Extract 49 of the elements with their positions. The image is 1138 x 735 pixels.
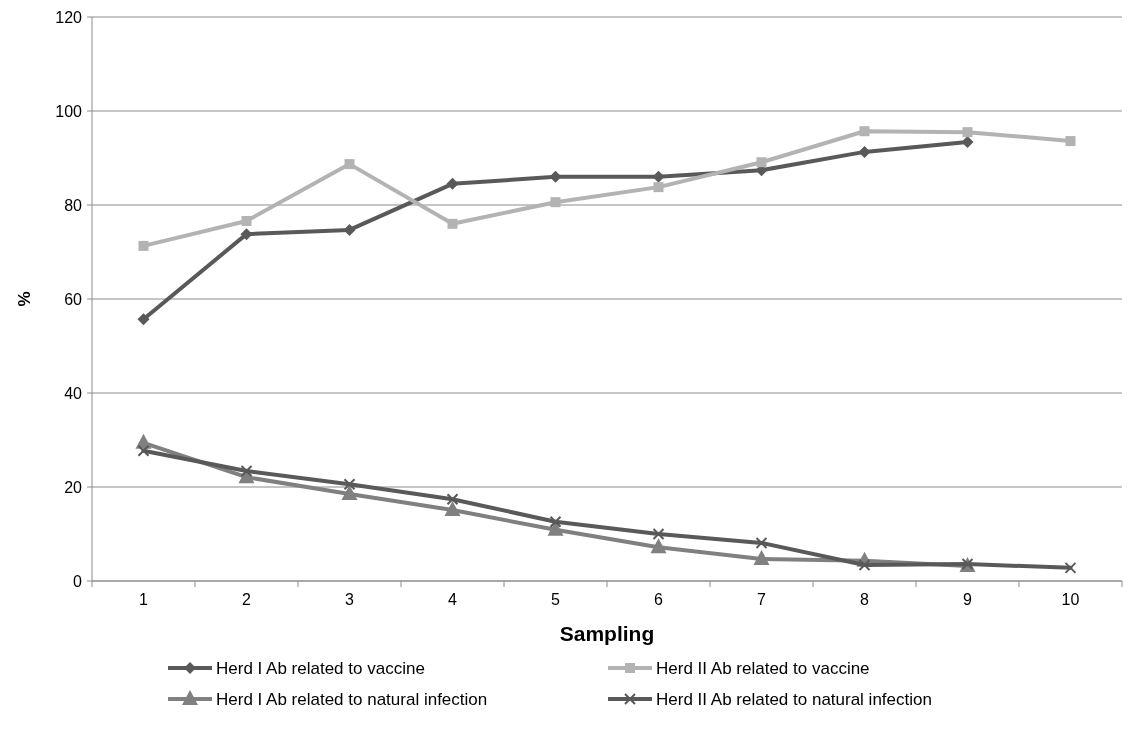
y-tick-label: 80	[64, 196, 83, 214]
point	[653, 182, 664, 193]
y-tick-label: 20	[64, 478, 83, 496]
point	[962, 127, 973, 138]
legend-label: Herd I Ab related to vaccine	[216, 658, 425, 678]
point	[858, 559, 871, 572]
point	[652, 528, 665, 540]
legend-label: Herd II Ab related to vaccine	[656, 658, 870, 678]
point	[137, 444, 150, 457]
x-tick-label: 5	[551, 591, 561, 608]
x-tick-label: 3	[345, 591, 355, 608]
x-tick-label: 4	[448, 591, 458, 608]
point	[341, 485, 358, 501]
point	[138, 240, 149, 251]
point	[650, 538, 667, 554]
point	[756, 157, 767, 168]
point	[343, 478, 356, 491]
x-tick-label: 6	[654, 591, 664, 608]
y-tick-label: 100	[55, 102, 83, 120]
point	[549, 515, 562, 528]
legend-label: Herd I Ab related to natural infection	[216, 689, 488, 709]
x-tick-label: 2	[242, 591, 252, 608]
y-tick-label: 60	[64, 290, 83, 308]
x-tick-label: 7	[757, 591, 767, 608]
point	[444, 501, 461, 517]
legend-label: Herd II Ab related to natural infection	[656, 689, 932, 709]
point	[1065, 136, 1076, 147]
x-tick-label: 1	[139, 591, 149, 608]
point	[344, 159, 355, 170]
point	[859, 126, 870, 137]
y-axis-title: %	[15, 291, 34, 307]
point	[858, 145, 871, 158]
point	[755, 536, 768, 549]
x-axis-title: Sampling	[559, 622, 655, 645]
y-tick-label: 120	[55, 8, 83, 26]
point	[137, 313, 150, 326]
y-tick-label: 40	[64, 384, 83, 402]
point	[447, 218, 458, 229]
point	[446, 493, 459, 506]
y-tick-label: 0	[73, 572, 83, 590]
x-tick-label: 9	[963, 591, 973, 608]
point	[240, 465, 253, 478]
point	[1064, 561, 1077, 574]
point	[753, 549, 770, 565]
point	[241, 215, 252, 226]
point	[550, 197, 561, 208]
x-tick-label: 10	[1061, 591, 1080, 608]
point	[961, 136, 974, 149]
x-tick-label: 8	[860, 591, 870, 608]
